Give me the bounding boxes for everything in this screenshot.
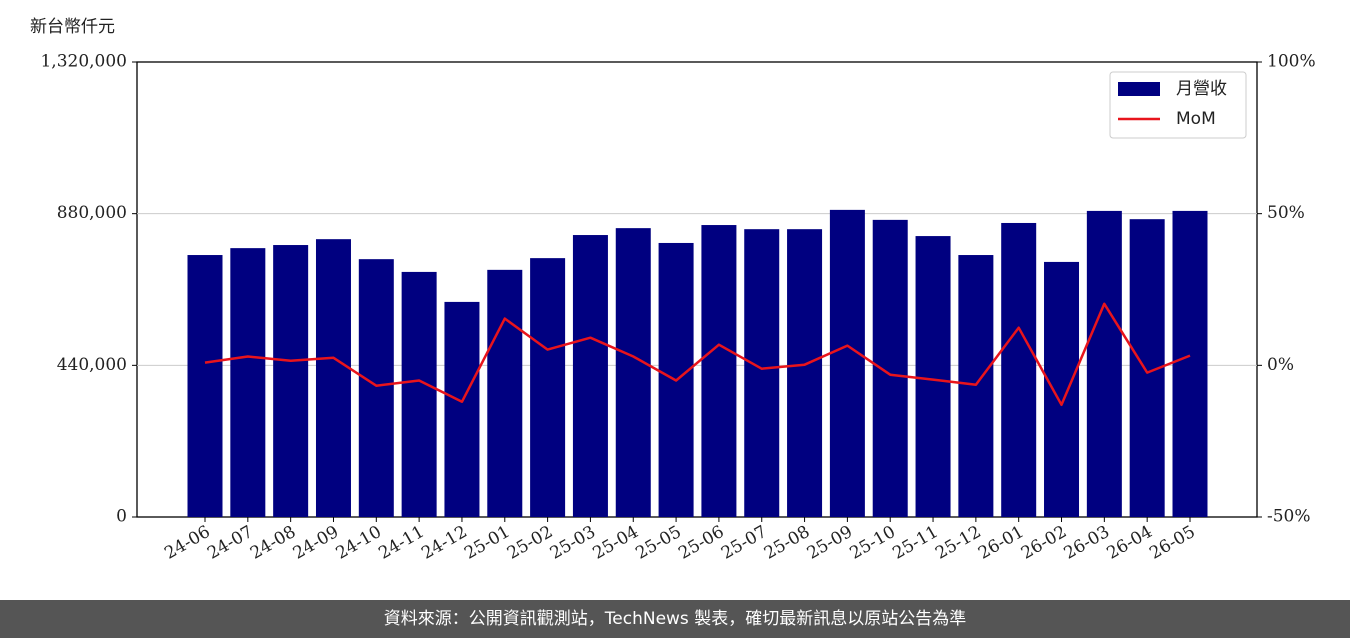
bar xyxy=(530,258,566,517)
bar xyxy=(915,236,951,518)
x-tick-label: 25-02 xyxy=(504,522,556,564)
legend-swatch xyxy=(1118,82,1160,96)
bar xyxy=(273,245,309,517)
y-tick-label: 880,000 xyxy=(57,203,127,223)
bar xyxy=(787,229,823,517)
bar xyxy=(872,219,908,517)
bar xyxy=(1001,222,1037,517)
x-tick-label: 25-01 xyxy=(461,522,513,564)
x-tick-label: 24-07 xyxy=(204,522,256,564)
bar xyxy=(829,209,865,517)
y-tick-label: 440,000 xyxy=(57,355,127,375)
x-tick-label: 25-10 xyxy=(847,522,899,564)
plot-frame xyxy=(136,61,1258,518)
bar xyxy=(401,271,437,517)
y-tick-label: 0 xyxy=(116,507,127,527)
bar xyxy=(615,228,651,518)
bar xyxy=(187,255,223,517)
x-tick-label: 24-12 xyxy=(418,522,470,564)
y2-tick-label: 100% xyxy=(1267,52,1316,72)
y2-tick-label: 50% xyxy=(1267,203,1305,223)
x-tick-label: 26-03 xyxy=(1061,522,1113,564)
bar xyxy=(230,248,266,518)
chart: 新台幣仟元 0 440,000 880,000 1,320,000 -50% 0% 50% 1… xyxy=(30,17,1316,564)
x-tick-label: 24-09 xyxy=(290,522,342,564)
bar xyxy=(1044,261,1080,517)
x-tick-label: 25-04 xyxy=(590,522,642,564)
x-tick-label: 25-03 xyxy=(547,522,599,564)
x-tick-label: 24-08 xyxy=(247,522,299,564)
x-tick-label: 25-08 xyxy=(761,522,813,564)
bar xyxy=(572,235,608,517)
x-tick-label: 24-06 xyxy=(161,522,213,564)
y-tick-label: 1,320,000 xyxy=(40,52,127,72)
bar xyxy=(444,301,480,517)
legend-label: 月營收 xyxy=(1176,79,1227,99)
x-tick-label: 25-05 xyxy=(632,522,684,564)
bar xyxy=(701,225,737,517)
bar xyxy=(358,259,394,517)
x-tick-label: 25-11 xyxy=(889,522,941,564)
x-tick-label: 24-10 xyxy=(333,522,385,564)
x-tick-label: 25-09 xyxy=(804,522,856,564)
x-tick-label: 25-12 xyxy=(932,522,984,564)
footer: 資料來源：公開資訊觀測站，TechNews 製表，確切最新訊息以原站公告為準 xyxy=(0,600,1350,638)
bar xyxy=(315,239,351,517)
y2-tick-label: 0% xyxy=(1267,355,1294,375)
bar xyxy=(1086,210,1122,517)
x-tick-label: 25-06 xyxy=(675,522,727,564)
x-tick-label: 24-11 xyxy=(375,522,427,564)
x-tick-label: 26-04 xyxy=(1103,522,1155,564)
line xyxy=(204,302,1191,407)
x-tick-label: 25-07 xyxy=(718,522,770,564)
x-tick-label: 26-05 xyxy=(1146,522,1198,564)
bar xyxy=(487,269,523,517)
legend-label: MoM xyxy=(1176,109,1216,129)
bar xyxy=(1172,210,1208,517)
y-axis-title: 新台幣仟元 xyxy=(30,17,115,37)
x-tick-label: 26-01 xyxy=(975,522,1027,564)
y2-tick-label: -50% xyxy=(1267,507,1311,527)
bar xyxy=(744,229,780,517)
bar xyxy=(958,255,994,517)
x-tick-label: 26-02 xyxy=(1018,522,1070,564)
